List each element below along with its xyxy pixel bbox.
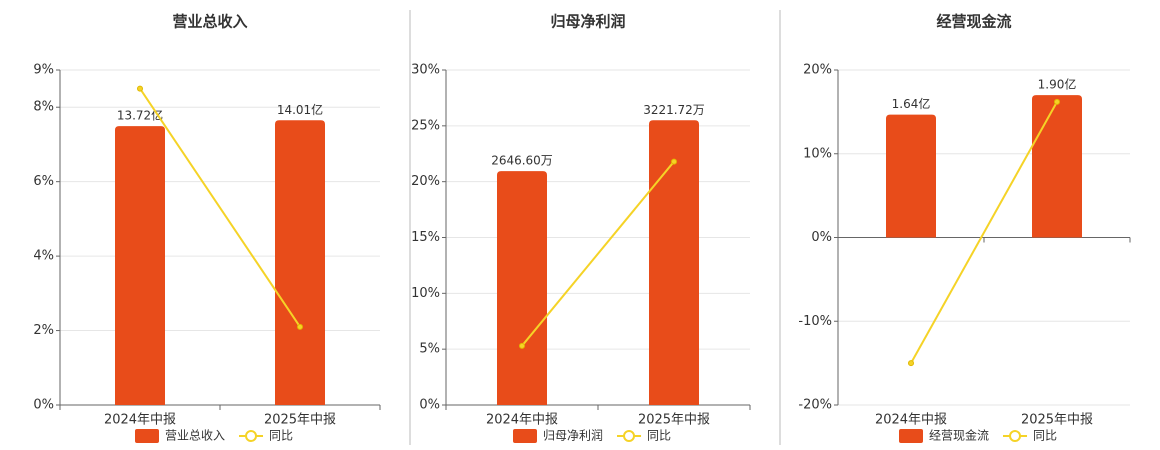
x-tick-label: 2025年中报 [1021, 413, 1093, 428]
value-label: 2646.60万 [491, 154, 553, 168]
y-tick-label: 0% [33, 398, 54, 413]
y-tick-label: 30% [411, 63, 440, 78]
legend-swatch [899, 429, 923, 443]
value-label: 3221.72万 [643, 103, 705, 117]
bar [115, 126, 165, 406]
line [521, 160, 675, 347]
bar [886, 114, 936, 238]
legend-marker [1009, 430, 1022, 442]
x-tick-label: 2024年中报 [104, 413, 176, 428]
line-point [137, 85, 143, 92]
legend-marker [245, 430, 258, 442]
line [910, 101, 1058, 364]
value-label: 13.72亿 [117, 108, 163, 123]
x-tick-label: 2025年中报 [264, 413, 336, 428]
y-tick-label: 20% [411, 174, 440, 189]
y-tick-label: 15% [411, 230, 440, 245]
legend-swatch [135, 429, 159, 443]
y-tick-label: 5% [419, 342, 440, 357]
line-point [1054, 98, 1060, 105]
line-point [519, 342, 525, 349]
legend-label: 归母净利润 [543, 429, 603, 443]
chart-title: 经营现金流 [936, 13, 1011, 31]
y-tick-label: 2% [33, 323, 54, 338]
y-tick-label: 10% [411, 286, 440, 301]
x-tick-label: 2024年中报 [875, 413, 947, 428]
y-tick-label: -20% [798, 398, 832, 413]
y-tick-label: 9% [33, 63, 54, 78]
legend-label: 同比 [647, 429, 671, 443]
y-tick-label: 8% [33, 100, 54, 115]
y-tick-label: 20% [803, 63, 832, 78]
line-point [908, 360, 914, 367]
x-tick-label: 2024年中报 [486, 413, 558, 428]
value-label: 14.01亿 [277, 102, 323, 117]
y-tick-label: 4% [33, 249, 54, 264]
legend-swatch [513, 429, 537, 443]
bar [497, 171, 547, 405]
line-point [297, 323, 303, 330]
legend-label: 营业总收入 [165, 429, 225, 443]
value-label: 1.64亿 [892, 96, 931, 111]
legend-label: 同比 [1033, 429, 1057, 443]
y-tick-label: 0% [811, 230, 832, 245]
bar [1032, 95, 1082, 238]
chart-title: 营业总收入 [172, 13, 247, 31]
bar [275, 120, 325, 405]
y-tick-label: 10% [803, 146, 832, 161]
y-tick-label: -10% [798, 314, 832, 329]
line-point [671, 158, 677, 165]
legend-label: 同比 [269, 429, 293, 443]
x-tick-label: 2025年中报 [638, 413, 710, 428]
line [139, 88, 301, 328]
bar [649, 120, 699, 405]
y-tick-label: 25% [411, 118, 440, 133]
y-tick-label: 0% [419, 398, 440, 413]
value-label: 1.90亿 [1038, 77, 1077, 92]
legend-label: 经营现金流 [929, 428, 989, 443]
legend-marker [623, 430, 636, 442]
chart-title: 归母净利润 [550, 13, 625, 31]
y-tick-label: 6% [33, 174, 54, 189]
